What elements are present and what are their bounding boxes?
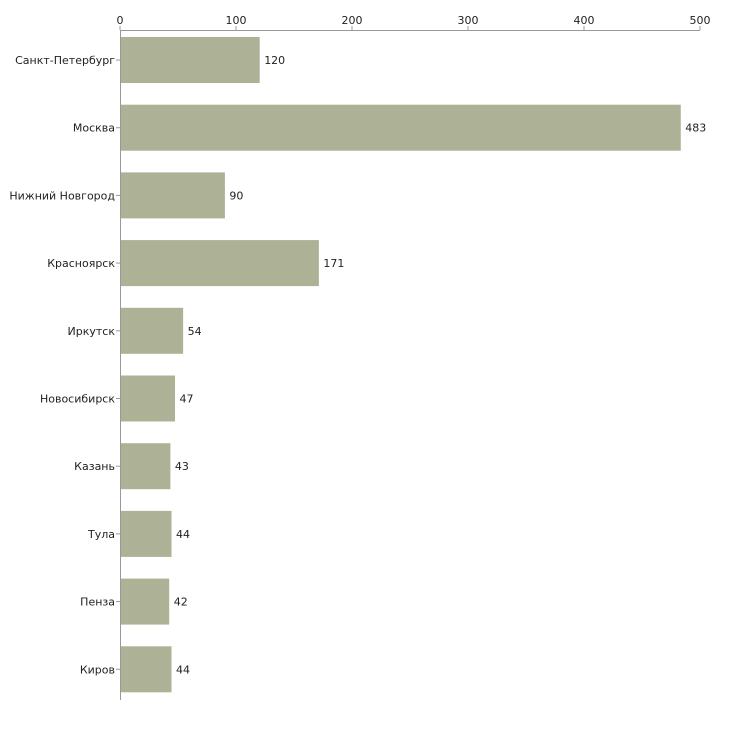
bar	[120, 375, 176, 422]
category-label: Пенза	[80, 596, 115, 609]
bar	[120, 646, 172, 693]
data-label: 120	[264, 54, 285, 67]
data-label: 171	[323, 257, 344, 270]
data-label: 44	[176, 663, 190, 676]
data-label: 43	[175, 460, 189, 473]
x-tick-label: 200	[342, 14, 363, 27]
bar	[120, 104, 681, 151]
x-tick-label: 0	[117, 14, 124, 27]
data-label: 42	[174, 596, 188, 609]
bar	[120, 37, 260, 83]
x-tick-label: 100	[226, 14, 247, 27]
bar	[120, 510, 172, 557]
bar	[120, 240, 319, 287]
data-label: 483	[685, 122, 706, 135]
axes-layer	[116, 26, 701, 700]
category-label: Тула	[87, 528, 115, 541]
category-label: Казань	[74, 460, 115, 473]
x-tick-label: 300	[458, 14, 479, 27]
data-label: 90	[229, 189, 243, 202]
bar	[120, 172, 225, 219]
category-label: Красноярск	[47, 257, 115, 270]
bar	[120, 307, 184, 354]
x-tick-label: 400	[574, 14, 595, 27]
data-label: 44	[176, 528, 190, 541]
bar	[120, 578, 170, 625]
category-label: Новосибирск	[40, 393, 115, 406]
category-label: Санкт-Петербург	[15, 54, 115, 67]
x-tick-label: 500	[690, 14, 711, 27]
data-label: 54	[188, 325, 202, 338]
category-label: Москва	[73, 122, 115, 135]
category-label: Киров	[80, 663, 115, 676]
category-label: Нижний Новгород	[9, 189, 115, 202]
data-label: 47	[180, 393, 194, 406]
category-label: Иркутск	[68, 325, 116, 338]
bars-layer	[120, 37, 681, 693]
labels-layer: Санкт-Петербург 120 Москва 483 Нижний Новгор…	[9, 14, 710, 676]
bar	[120, 443, 171, 490]
